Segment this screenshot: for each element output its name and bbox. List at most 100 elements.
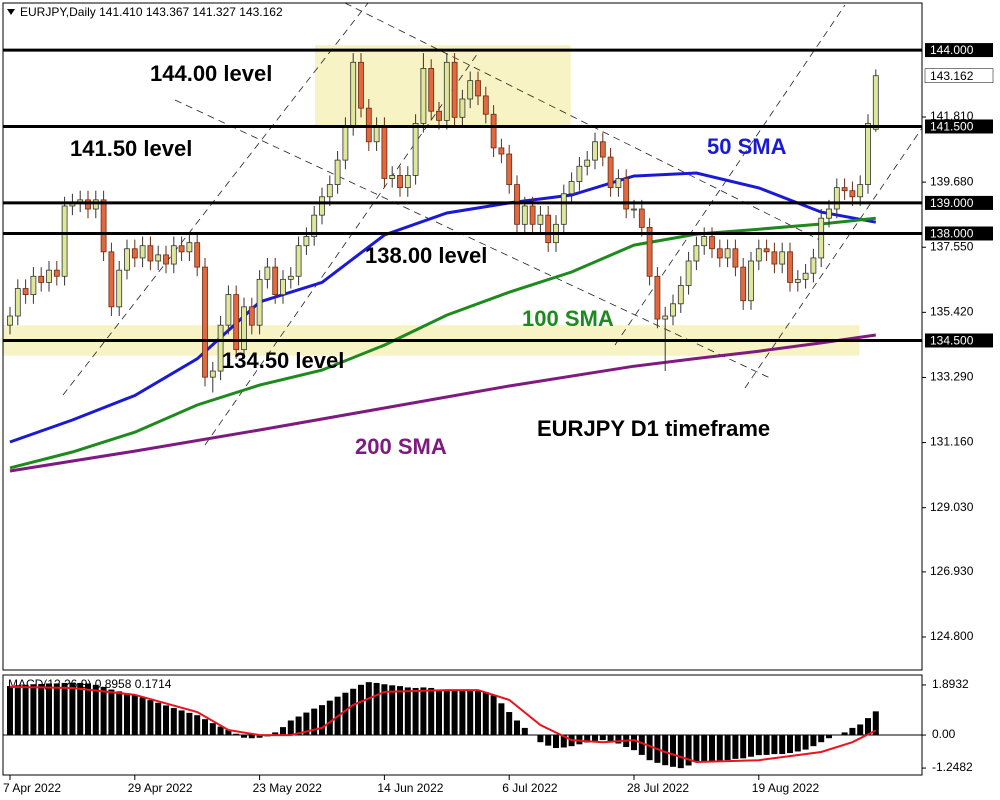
candle-body xyxy=(857,184,864,198)
candle-body xyxy=(428,68,435,112)
candle-body xyxy=(451,61,458,118)
annotation: EURJPY D1 timeframe xyxy=(537,416,770,441)
trend-line xyxy=(62,2,369,396)
y-tick-label: 139.680 xyxy=(930,174,974,188)
x-tick-label: 19 Aug 2022 xyxy=(752,781,820,795)
macd-bar xyxy=(225,729,232,736)
candle-body xyxy=(342,126,349,161)
annotation: 138.00 level xyxy=(365,243,487,268)
candle-body xyxy=(116,269,123,308)
macd-bar xyxy=(857,724,864,736)
candle-body xyxy=(833,187,840,210)
y-tick-label: 137.550 xyxy=(930,239,974,253)
sma-line xyxy=(9,171,877,444)
candle-body xyxy=(209,370,216,378)
macd-bar xyxy=(202,719,208,736)
macd-bar xyxy=(709,735,715,761)
trend-line xyxy=(174,99,771,379)
macd-bar xyxy=(498,703,505,736)
candle-body xyxy=(810,257,817,274)
candle-body xyxy=(763,248,770,253)
candle-body xyxy=(607,156,614,189)
y-tick-label: 135.420 xyxy=(930,305,974,319)
macd-bar xyxy=(38,683,45,736)
candle-body xyxy=(225,294,232,326)
macd-bar xyxy=(61,682,68,736)
candle-body xyxy=(241,306,247,351)
trend-line xyxy=(204,49,481,446)
level-label-box xyxy=(925,333,993,348)
series-label: 200 SMA xyxy=(355,434,447,459)
candle-body xyxy=(506,153,513,185)
highlight-zone xyxy=(315,45,571,128)
macd-bar xyxy=(77,682,84,736)
y-tick-label: 124.800 xyxy=(930,629,974,643)
candle-body xyxy=(7,315,13,326)
candle-body xyxy=(670,303,676,317)
candle-body xyxy=(358,61,364,109)
candle-body xyxy=(397,175,403,189)
macd-bar xyxy=(342,692,349,736)
candle-body xyxy=(654,275,661,320)
candle-body xyxy=(53,269,60,277)
candle-body xyxy=(30,275,37,296)
candle-body xyxy=(404,175,411,189)
macd-bar xyxy=(53,683,60,736)
candle-body xyxy=(272,266,279,296)
candle-body xyxy=(638,208,645,228)
menu-arrow xyxy=(7,9,15,15)
series-label: 50 SMA xyxy=(707,134,787,159)
macd-bar xyxy=(693,735,700,763)
level-label-box xyxy=(925,195,993,210)
candle-body xyxy=(529,205,536,225)
macd-bar xyxy=(677,735,684,769)
candle-body xyxy=(818,217,825,259)
y-tick-label: 1.8932 xyxy=(932,677,969,691)
macd-bar xyxy=(428,687,435,736)
x-tick-label: 23 May 2022 xyxy=(253,781,323,795)
candle-body xyxy=(740,266,747,302)
signal-line xyxy=(9,685,877,764)
macd-bar xyxy=(490,695,497,736)
macd-bar xyxy=(163,705,169,736)
level-label: 139.000 xyxy=(930,196,974,210)
macd-bar xyxy=(170,708,177,736)
macd-bar xyxy=(389,685,396,736)
level-label-box xyxy=(925,43,993,58)
candle-body xyxy=(311,214,318,237)
macd-bar xyxy=(443,689,450,736)
macd-bar xyxy=(748,735,754,757)
macd-bar xyxy=(740,735,747,759)
candle-body xyxy=(303,236,310,247)
level-label: 144.000 xyxy=(930,43,974,57)
candle-body xyxy=(514,184,520,225)
macd-bar xyxy=(365,682,372,736)
candle-body xyxy=(685,260,692,286)
macd-bar xyxy=(311,708,318,736)
macd-bar xyxy=(794,735,801,752)
macd-bar xyxy=(592,735,598,741)
candle-body xyxy=(248,306,255,326)
macd-bar xyxy=(467,689,474,736)
macd-bar xyxy=(451,690,458,736)
candle-body xyxy=(287,275,294,280)
candle-body xyxy=(280,278,286,296)
candle-body xyxy=(701,236,708,247)
candle-body xyxy=(490,113,497,149)
candle-body xyxy=(826,208,832,219)
candle-body xyxy=(38,275,45,283)
candle-body xyxy=(693,245,700,262)
current-price-label: 143.162 xyxy=(930,69,974,83)
macd-bar xyxy=(287,720,294,736)
candle-body xyxy=(521,205,528,225)
macd-bar xyxy=(350,688,357,736)
candle-body xyxy=(100,199,107,253)
macd-bar xyxy=(763,735,770,755)
candle-body xyxy=(194,242,201,268)
macd-bar xyxy=(802,735,809,750)
macd-bar xyxy=(272,732,279,736)
candle-body xyxy=(264,266,271,280)
candle-body xyxy=(794,278,801,283)
macd-bar xyxy=(716,735,723,761)
candle-body xyxy=(85,199,91,210)
